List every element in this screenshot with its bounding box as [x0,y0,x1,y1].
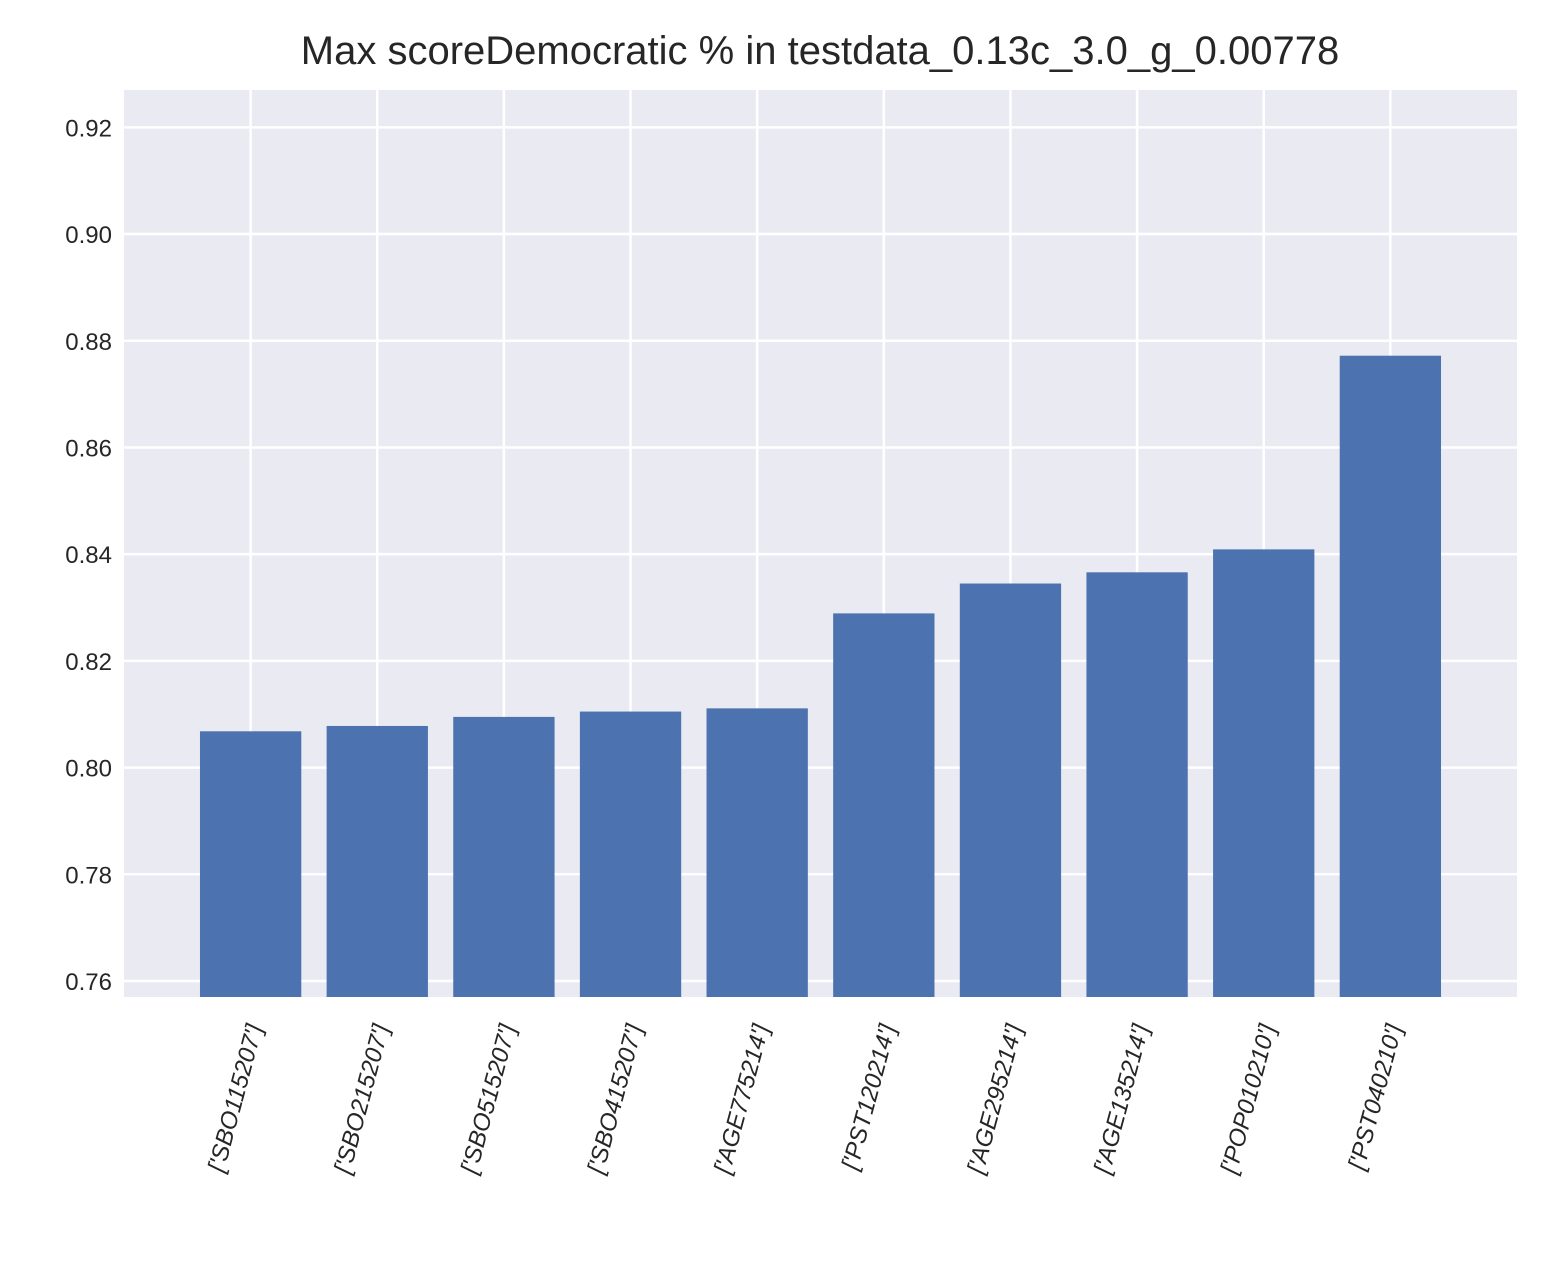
y-tick-label: 0.76 [65,969,112,996]
y-tick-label: 0.82 [65,649,112,676]
bar [326,725,428,997]
chart-title: Max scoreDemocratic % in testdata_0.13c_… [301,29,1339,73]
y-axis-ticks: 0.76 0.78 0.80 0.82 0.84 0.86 0.88 0.90 0.92 [65,115,112,996]
bar [833,613,935,997]
bar [1213,549,1315,997]
bar [1086,572,1188,997]
bar [579,711,682,997]
y-tick-label: 0.86 [65,435,112,462]
bars [199,355,1442,997]
y-tick-label: 0.92 [65,115,112,142]
y-tick-label: 0.90 [65,222,112,249]
y-tick-label: 0.84 [65,542,112,569]
bar [199,731,302,997]
bar [1339,355,1442,997]
bar [453,716,555,997]
y-tick-label: 0.88 [65,329,112,356]
bar [959,583,1062,997]
y-tick-label: 0.78 [65,862,112,889]
bar [706,708,808,997]
y-tick-label: 0.80 [65,756,112,783]
